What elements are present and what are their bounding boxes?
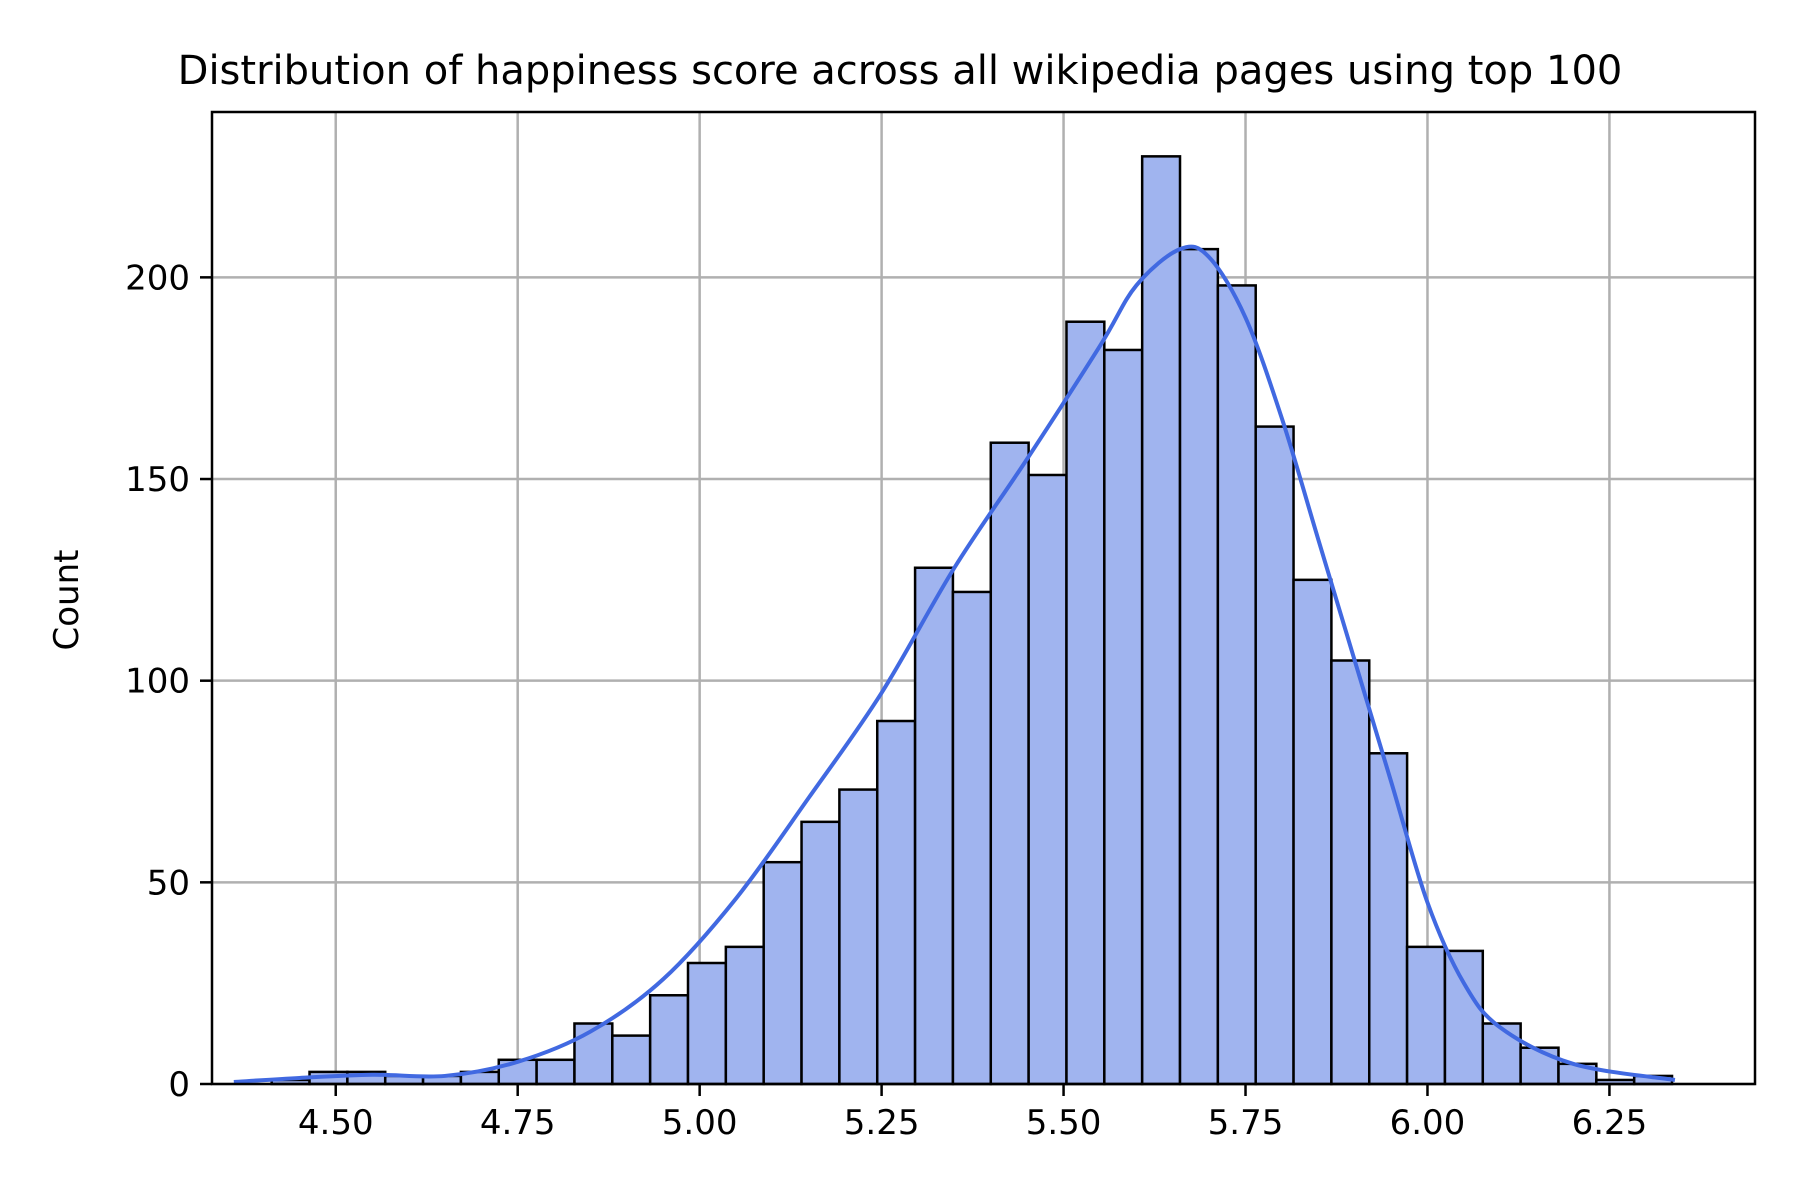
- bar-28: [1292, 578, 1333, 1086]
- x-tick-label-4: 5.50: [1026, 1103, 1102, 1143]
- y-tick-label-2: 100: [125, 662, 190, 702]
- bar-10: [611, 1034, 652, 1086]
- x-tick-label-2: 5.00: [662, 1103, 738, 1143]
- bar-30: [1368, 752, 1409, 1086]
- y-tick-label-0: 0: [168, 1065, 190, 1105]
- bar-23: [1103, 348, 1144, 1086]
- bar-20: [989, 441, 1030, 1086]
- bar-18: [913, 566, 955, 1086]
- bar-32: [1443, 949, 1485, 1086]
- bar-12: [686, 961, 728, 1086]
- bar-27: [1254, 425, 1295, 1086]
- x-tick-label-0: 4.50: [298, 1103, 374, 1143]
- bar-33: [1481, 1022, 1522, 1086]
- histogram-bars: [270, 155, 1674, 1086]
- bar-14: [762, 860, 803, 1086]
- bar-22: [1065, 320, 1106, 1086]
- bar-25: [1178, 247, 1220, 1086]
- bar-15: [800, 820, 841, 1086]
- bar-11: [648, 994, 690, 1086]
- bar-26: [1216, 284, 1257, 1086]
- bar-31: [1405, 945, 1447, 1086]
- y-tick-label-1: 50: [147, 863, 190, 903]
- x-axis-ticks: 4.50 4.75 5.00 5.25 5.50 5.75 6.00 6.25: [298, 1084, 1647, 1143]
- bar-19: [951, 590, 993, 1086]
- y-axis-label: Count: [47, 550, 87, 651]
- plot-frame: [210, 110, 1757, 1086]
- y-axis-ticks: 0 50 100 150 200: [125, 258, 212, 1105]
- x-tick-label-1: 4.75: [480, 1103, 556, 1143]
- bar-17: [875, 719, 917, 1086]
- bar-21: [1027, 473, 1068, 1086]
- x-tick-label-7: 6.25: [1572, 1103, 1648, 1143]
- y-tick-label-4: 200: [125, 258, 190, 298]
- bar-24: [1140, 155, 1182, 1086]
- bar-29: [1330, 659, 1371, 1086]
- bar-13: [724, 945, 765, 1086]
- x-tick-label-5: 5.75: [1208, 1103, 1284, 1143]
- y-tick-label-3: 150: [125, 460, 190, 500]
- x-tick-label-3: 5.25: [844, 1103, 920, 1143]
- x-tick-label-6: 6.00: [1390, 1103, 1466, 1143]
- bar-8: [535, 1058, 576, 1086]
- bar-16: [838, 788, 879, 1086]
- chart-title: Distribution of happiness score across a…: [178, 48, 1623, 94]
- bar-9: [573, 1022, 614, 1086]
- kde-curve: [233, 244, 1676, 1084]
